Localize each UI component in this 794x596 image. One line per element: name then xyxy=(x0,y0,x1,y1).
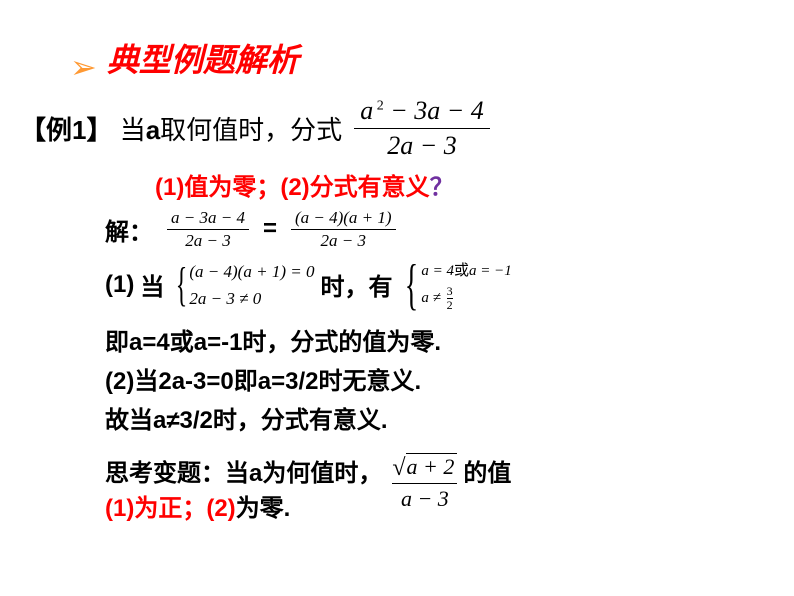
r2-mid: 即 xyxy=(234,368,258,395)
case1-label: (1) xyxy=(105,271,134,299)
r2-pre: 当 xyxy=(134,368,158,395)
think-q2-label: (2) xyxy=(206,495,235,522)
case1-cond-content: (a − 4)(a + 1) = 0 2a − 3 ≠ 0 xyxy=(189,258,314,312)
result2-row: (2)当2a-3=0即a=3/2时无意义. xyxy=(105,361,784,396)
r2-post: 时无意义. xyxy=(318,368,421,395)
r1-v1: a=4 xyxy=(129,329,170,356)
case1-when: 当 xyxy=(140,267,164,302)
case1-res-content: a = 4或a = −1 a ≠ 32 xyxy=(421,258,511,312)
case1-res1: a = 4或a = −1 xyxy=(421,263,511,279)
think-label: 思考变题：当 xyxy=(105,460,249,487)
think-q1-text: 为正； xyxy=(134,495,206,522)
q2-text: 分式有意义 xyxy=(310,174,430,201)
question-mark: ？ xyxy=(430,174,454,201)
main-frac-num: a 2 − 3a − 4 xyxy=(354,94,490,128)
think-q2-text: 为零. xyxy=(236,495,291,522)
r2-val: a=3/2 xyxy=(258,368,319,395)
sol-frac2-num: (a − 4)(a + 1) xyxy=(291,207,396,228)
sol-frac1-den: 2a − 3 xyxy=(167,229,249,251)
sol-frac1-num: a − 3a − 4 xyxy=(167,207,249,228)
example-label: 【例1】 xyxy=(20,115,112,145)
r2-label: (2) xyxy=(105,368,134,395)
left-brace-icon: { xyxy=(176,261,188,309)
intro-var: a xyxy=(146,115,160,145)
think-text: 思考变题：当a为何值时， (1)为正；(2)为零. xyxy=(105,453,382,523)
example-intro: 【例1】 当a取何值时，分式 xyxy=(20,110,342,147)
r1-v2: a=-1 xyxy=(194,329,243,356)
q2-label: (2) xyxy=(280,174,309,201)
equals-sign: = xyxy=(263,215,277,243)
think-q1-label: (1) xyxy=(105,495,134,522)
main-frac-den: 2a − 3 xyxy=(354,128,490,163)
result1-row: 即a=4或a=-1时，分式的值为零. xyxy=(105,322,784,357)
r3-pre: 故当 xyxy=(105,407,153,434)
sqrt-top: √ a + 2 xyxy=(392,453,457,480)
think-var: a xyxy=(249,460,262,487)
main-fraction: a 2 − 3a − 4 2a − 3 xyxy=(354,94,490,163)
solution-row: 解： a − 3a − 4 2a − 3 = (a − 4)(a + 1) 2a… xyxy=(105,207,784,251)
sol-frac2: (a − 4)(a + 1) 2a − 3 xyxy=(291,207,396,251)
solution-label: 解： xyxy=(105,212,153,247)
r3-post: 时，分式有意义. xyxy=(213,407,388,434)
think-row: 思考变题：当a为何值时， (1)为正；(2)为零. √ a + 2 a − 3 … xyxy=(105,453,784,523)
result3-row: 故当a≠3/2时，分式有意义. xyxy=(105,400,784,435)
r3-cond: a≠3/2 xyxy=(153,407,213,434)
case1-row: (1)当 { (a − 4)(a + 1) = 0 2a − 3 ≠ 0 时，有… xyxy=(105,257,784,313)
case1-conditions: { (a − 4)(a + 1) = 0 2a − 3 ≠ 0 xyxy=(170,258,314,312)
sqrt-denom: a − 3 xyxy=(392,483,457,512)
case1-cond2: 2a − 3 ≠ 0 xyxy=(189,289,261,308)
questions-row: (1)值为零；(2)分式有意义？ xyxy=(155,167,784,202)
header-title: 典型例题解析 xyxy=(107,42,299,78)
left-brace-icon-2: { xyxy=(405,257,418,313)
think-mid: 为何值时， xyxy=(262,460,382,487)
q1-text: 值为零； xyxy=(184,174,280,201)
r1-pre: 即 xyxy=(105,329,129,356)
example-intro-row: 【例1】 当a取何值时，分式 a 2 − 3a − 4 2a − 3 xyxy=(10,94,784,163)
case1-res2: a ≠ 32 xyxy=(421,290,452,306)
radical-icon: √ xyxy=(392,456,405,480)
header-row: ➢ 典型例题解析 xyxy=(10,35,784,86)
solution-block: 解： a − 3a − 4 2a − 3 = (a − 4)(a + 1) 2a… xyxy=(105,207,784,313)
r1-or: 或 xyxy=(170,329,194,356)
think-tail-text: 的值 xyxy=(463,453,511,488)
case1-then: 时，有 xyxy=(320,267,392,302)
sqrt-fraction: √ a + 2 a − 3 xyxy=(392,453,457,512)
sqrt-content: a + 2 xyxy=(406,453,458,480)
case1-cond1: (a − 4)(a + 1) = 0 xyxy=(189,262,314,281)
intro-after: 取何值时，分式 xyxy=(160,115,342,145)
sol-frac2-den: 2a − 3 xyxy=(291,229,396,251)
header-arrow-icon: ➢ xyxy=(70,48,97,86)
r1-post: 时，分式的值为零. xyxy=(242,329,441,356)
q1-label: (1) xyxy=(155,174,184,201)
intro-before: 当 xyxy=(112,115,145,145)
think-tail: 的值 xyxy=(463,453,511,488)
r2-cond: 2a-3=0 xyxy=(158,368,233,395)
sol-frac1: a − 3a − 4 2a − 3 xyxy=(167,207,249,251)
case1-results: { a = 4或a = −1 a ≠ 32 xyxy=(398,257,511,313)
